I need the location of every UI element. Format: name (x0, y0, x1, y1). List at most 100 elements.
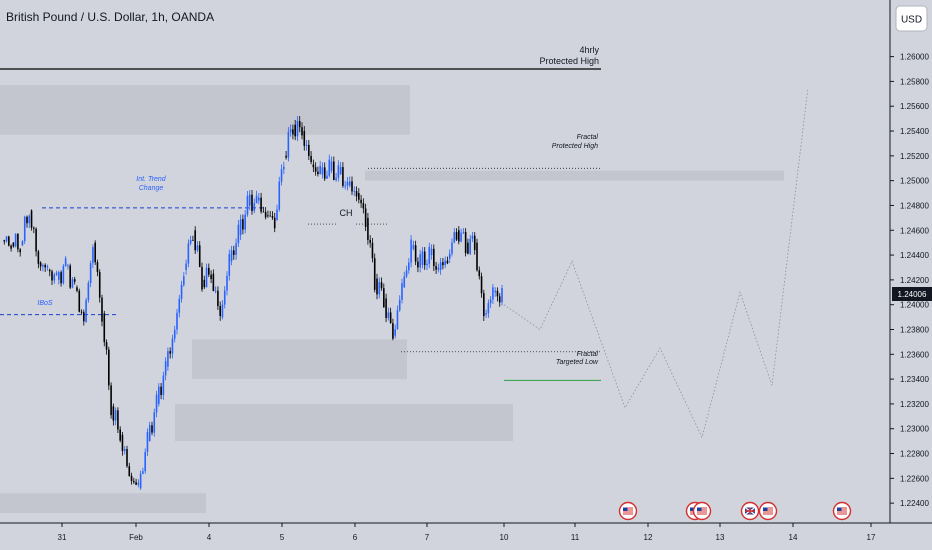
candle-body (28, 215, 31, 224)
candle-body (439, 262, 442, 270)
candle-body (19, 249, 21, 253)
candle-body (328, 159, 331, 176)
flag-stripe (697, 513, 707, 515)
uk-flag-icon (740, 501, 760, 521)
candle-body (137, 482, 140, 485)
fractal-high-label-2: Protected High (552, 143, 598, 150)
currency-button[interactable] (895, 5, 928, 32)
candle-body (383, 288, 385, 308)
candle-body (385, 298, 387, 318)
candle-body (98, 271, 101, 298)
supply-demand-zone (0, 85, 410, 135)
candle-body (303, 131, 306, 146)
candle-body (171, 338, 174, 354)
candle-body (14, 233, 17, 247)
candle-body (435, 266, 437, 270)
candle-body (26, 216, 28, 224)
candle-body (255, 195, 258, 204)
chart-title: British Pound / U.S. Dollar, 1h, OANDA (6, 10, 214, 24)
price-axis-label: 1.23800 (900, 325, 929, 334)
candle-body (8, 236, 10, 246)
flag-cross (745, 510, 755, 512)
time-axis-label: 4 (207, 533, 212, 542)
ibos-label: IBoS (37, 300, 53, 307)
candle-body (289, 129, 292, 132)
candle-body (480, 276, 483, 294)
candle-body (123, 449, 126, 451)
candle-body (173, 329, 176, 339)
candle-body (267, 215, 269, 217)
candle-body (444, 260, 446, 266)
candle-body (421, 251, 424, 265)
candle-body (67, 265, 69, 267)
candle-body (294, 124, 296, 137)
candle-body (112, 406, 115, 421)
candle-body (369, 239, 371, 243)
candle-body (108, 349, 110, 386)
us-flag-icon (758, 501, 778, 521)
candle-body (87, 282, 90, 301)
candle-body (210, 274, 212, 280)
candle-body (73, 279, 76, 282)
candle-body (460, 232, 462, 242)
flag-stripe (697, 509, 707, 511)
fractal-high-label-1: Fractal (577, 134, 599, 141)
candle-body (151, 425, 153, 433)
candle-body (105, 342, 108, 350)
candle-body (237, 224, 240, 244)
candle-body (71, 279, 74, 288)
time-axis-label: 11 (571, 533, 580, 542)
candle-body (198, 245, 201, 267)
candle-body (492, 287, 494, 300)
us-flag-icon (692, 501, 712, 521)
candle-body (410, 239, 412, 263)
price-axis-label: 1.25200 (900, 152, 929, 161)
candle-body (448, 253, 451, 259)
price-axis-label: 1.24600 (900, 226, 929, 235)
event-flags (618, 501, 852, 521)
candle-body (292, 129, 294, 135)
candle-body (21, 241, 24, 246)
candle-body (10, 245, 12, 249)
candle-body (258, 197, 260, 201)
supply-demand-zone (0, 493, 206, 514)
candle-body (251, 194, 253, 211)
candle-body (437, 267, 440, 270)
price-axis-label: 1.24200 (900, 276, 929, 285)
flag-stripe (837, 507, 847, 509)
candle-body (337, 165, 340, 178)
supply-demand-zone (365, 170, 784, 181)
candle-body (408, 262, 410, 271)
price-axis-label: 1.23200 (900, 400, 929, 409)
time-axis-label: 5 (280, 533, 285, 542)
supply-demand-zone (175, 403, 513, 442)
time-axis[interactable]: 31 Feb 4 5 6 7 10 11 12 13 14 17 (58, 523, 876, 542)
candle-body (278, 181, 281, 210)
candle-body (187, 243, 190, 264)
candle-body (92, 247, 94, 264)
time-axis-label: Feb (129, 533, 143, 542)
time-axis-label: 12 (644, 533, 653, 542)
candle-body (196, 245, 199, 251)
candle-body (242, 219, 244, 230)
candle-body (23, 216, 26, 242)
candle-body (335, 177, 337, 181)
candle-body (35, 228, 37, 252)
candle-body (483, 293, 485, 317)
candle-body (314, 167, 317, 172)
flag-stripe (837, 513, 847, 515)
candle-body (296, 121, 299, 137)
candle-body (114, 410, 117, 421)
flag-stripe (623, 511, 633, 513)
candle-body (164, 361, 167, 376)
candle-body (469, 238, 471, 254)
price-axis[interactable]: 1.26000 1.25800 1.25600 1.25400 1.25200 1.250… (890, 53, 929, 509)
candle-body (326, 175, 328, 179)
supply-demand-zone (192, 339, 407, 380)
candle-body (348, 181, 351, 186)
candle-body (485, 313, 487, 315)
candle-body (233, 250, 235, 255)
